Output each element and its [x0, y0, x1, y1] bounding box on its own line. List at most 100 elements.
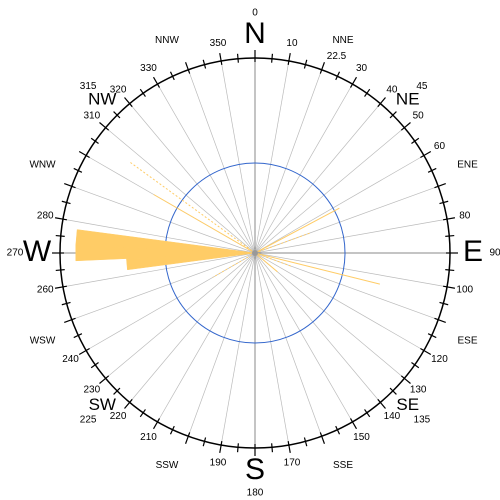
degree-label: 90: [489, 248, 500, 259]
degree-label: 350: [210, 38, 227, 49]
radial-line: [220, 252, 256, 446]
degree-label: 60: [434, 141, 446, 152]
tick: [54, 217, 68, 221]
tick: [400, 122, 411, 131]
tick: [287, 440, 291, 454]
tick: [152, 418, 161, 430]
outer-circle: [59, 57, 451, 449]
radial-line: [71, 185, 256, 254]
compass-label: SW: [89, 395, 116, 414]
radial-line: [187, 252, 256, 437]
tick: [349, 418, 358, 430]
radial-line: [157, 83, 256, 254]
tick: [319, 62, 325, 74]
ray: [254, 207, 340, 254]
tick: [124, 398, 133, 409]
degree-label: 130: [410, 385, 427, 396]
compass-label: S: [245, 453, 265, 486]
degree-label: 80: [459, 211, 471, 222]
radial-line: [254, 127, 405, 254]
tick: [124, 97, 133, 108]
compass-label: NE: [396, 90, 420, 109]
compass-label: E: [463, 235, 483, 268]
ray: [254, 252, 292, 267]
radial-line: [254, 103, 381, 254]
ray: [254, 252, 278, 273]
ray: [254, 252, 380, 285]
radial-line: [105, 127, 256, 254]
compass-label: WNW: [29, 160, 56, 171]
degree-label: 30: [356, 63, 368, 74]
degree-label: 230: [83, 385, 100, 396]
tick: [442, 217, 456, 221]
radial-line: [105, 252, 256, 379]
radial-line: [254, 252, 323, 437]
degree-label: 150: [353, 432, 370, 443]
tick: [99, 122, 110, 131]
degree-label: 225: [80, 415, 97, 426]
tick: [400, 375, 411, 384]
data-marks: [75, 162, 380, 285]
radial-line: [62, 218, 256, 254]
tick: [420, 150, 432, 159]
tick: [319, 432, 325, 444]
radial-line: [254, 252, 381, 403]
tick: [78, 150, 90, 159]
compass-label: NNE: [332, 35, 353, 46]
radial-line: [254, 155, 425, 254]
compass-label: SE: [396, 395, 419, 414]
tick: [434, 317, 446, 323]
tick: [287, 52, 291, 66]
tick: [99, 375, 110, 384]
degree-label: 270: [7, 248, 24, 259]
degree-label: 315: [80, 81, 97, 92]
radial-line: [71, 252, 256, 321]
tick: [64, 317, 76, 323]
radial-line: [157, 252, 256, 423]
radial-line: [254, 252, 425, 351]
compass-label: SSE: [333, 460, 353, 471]
degree-label: 50: [413, 111, 425, 122]
tick: [185, 432, 191, 444]
degree-label: 330: [140, 63, 157, 74]
degree-label: 0: [252, 8, 258, 19]
radial-line: [254, 252, 353, 423]
tick: [420, 347, 432, 356]
degree-label: 135: [414, 415, 431, 426]
tick: [64, 183, 76, 189]
ray: [130, 162, 256, 254]
degree-label: 320: [110, 84, 127, 95]
radial-line: [254, 60, 290, 254]
compass-label: NNW: [155, 35, 179, 46]
degree-label: 180: [247, 488, 264, 499]
tick: [349, 76, 358, 88]
degree-label: 240: [62, 354, 79, 365]
ray: [254, 232, 311, 254]
radial-line: [254, 83, 353, 254]
compass-label: SSW: [156, 460, 179, 471]
center: [252, 250, 258, 256]
radial-line: [187, 69, 256, 254]
compass-label: W: [23, 235, 52, 268]
degree-label: 170: [284, 457, 301, 468]
degree-label: 280: [37, 211, 54, 222]
compass-label: ENE: [457, 160, 478, 171]
compass-label: ESE: [457, 336, 477, 347]
degree-label: 220: [110, 411, 127, 422]
tick: [219, 440, 223, 454]
degree-label: 210: [140, 432, 157, 443]
tick: [219, 52, 223, 66]
labels: N NNE NE ENE E ESE SE SSE S SSW SW WSW W WNW NW NNW 0 10 2…: [7, 8, 500, 499]
tick: [377, 97, 386, 108]
ray: [153, 194, 256, 254]
compass-label: WSW: [30, 336, 56, 347]
tick: [434, 183, 446, 189]
degree-label: 10: [286, 38, 298, 49]
tick: [152, 76, 161, 88]
degree-label: 310: [83, 111, 100, 122]
degree-label: 22.5: [327, 51, 347, 62]
degree-label: 100: [456, 285, 473, 296]
radial-line: [129, 103, 256, 254]
degree-label: 140: [384, 411, 401, 422]
